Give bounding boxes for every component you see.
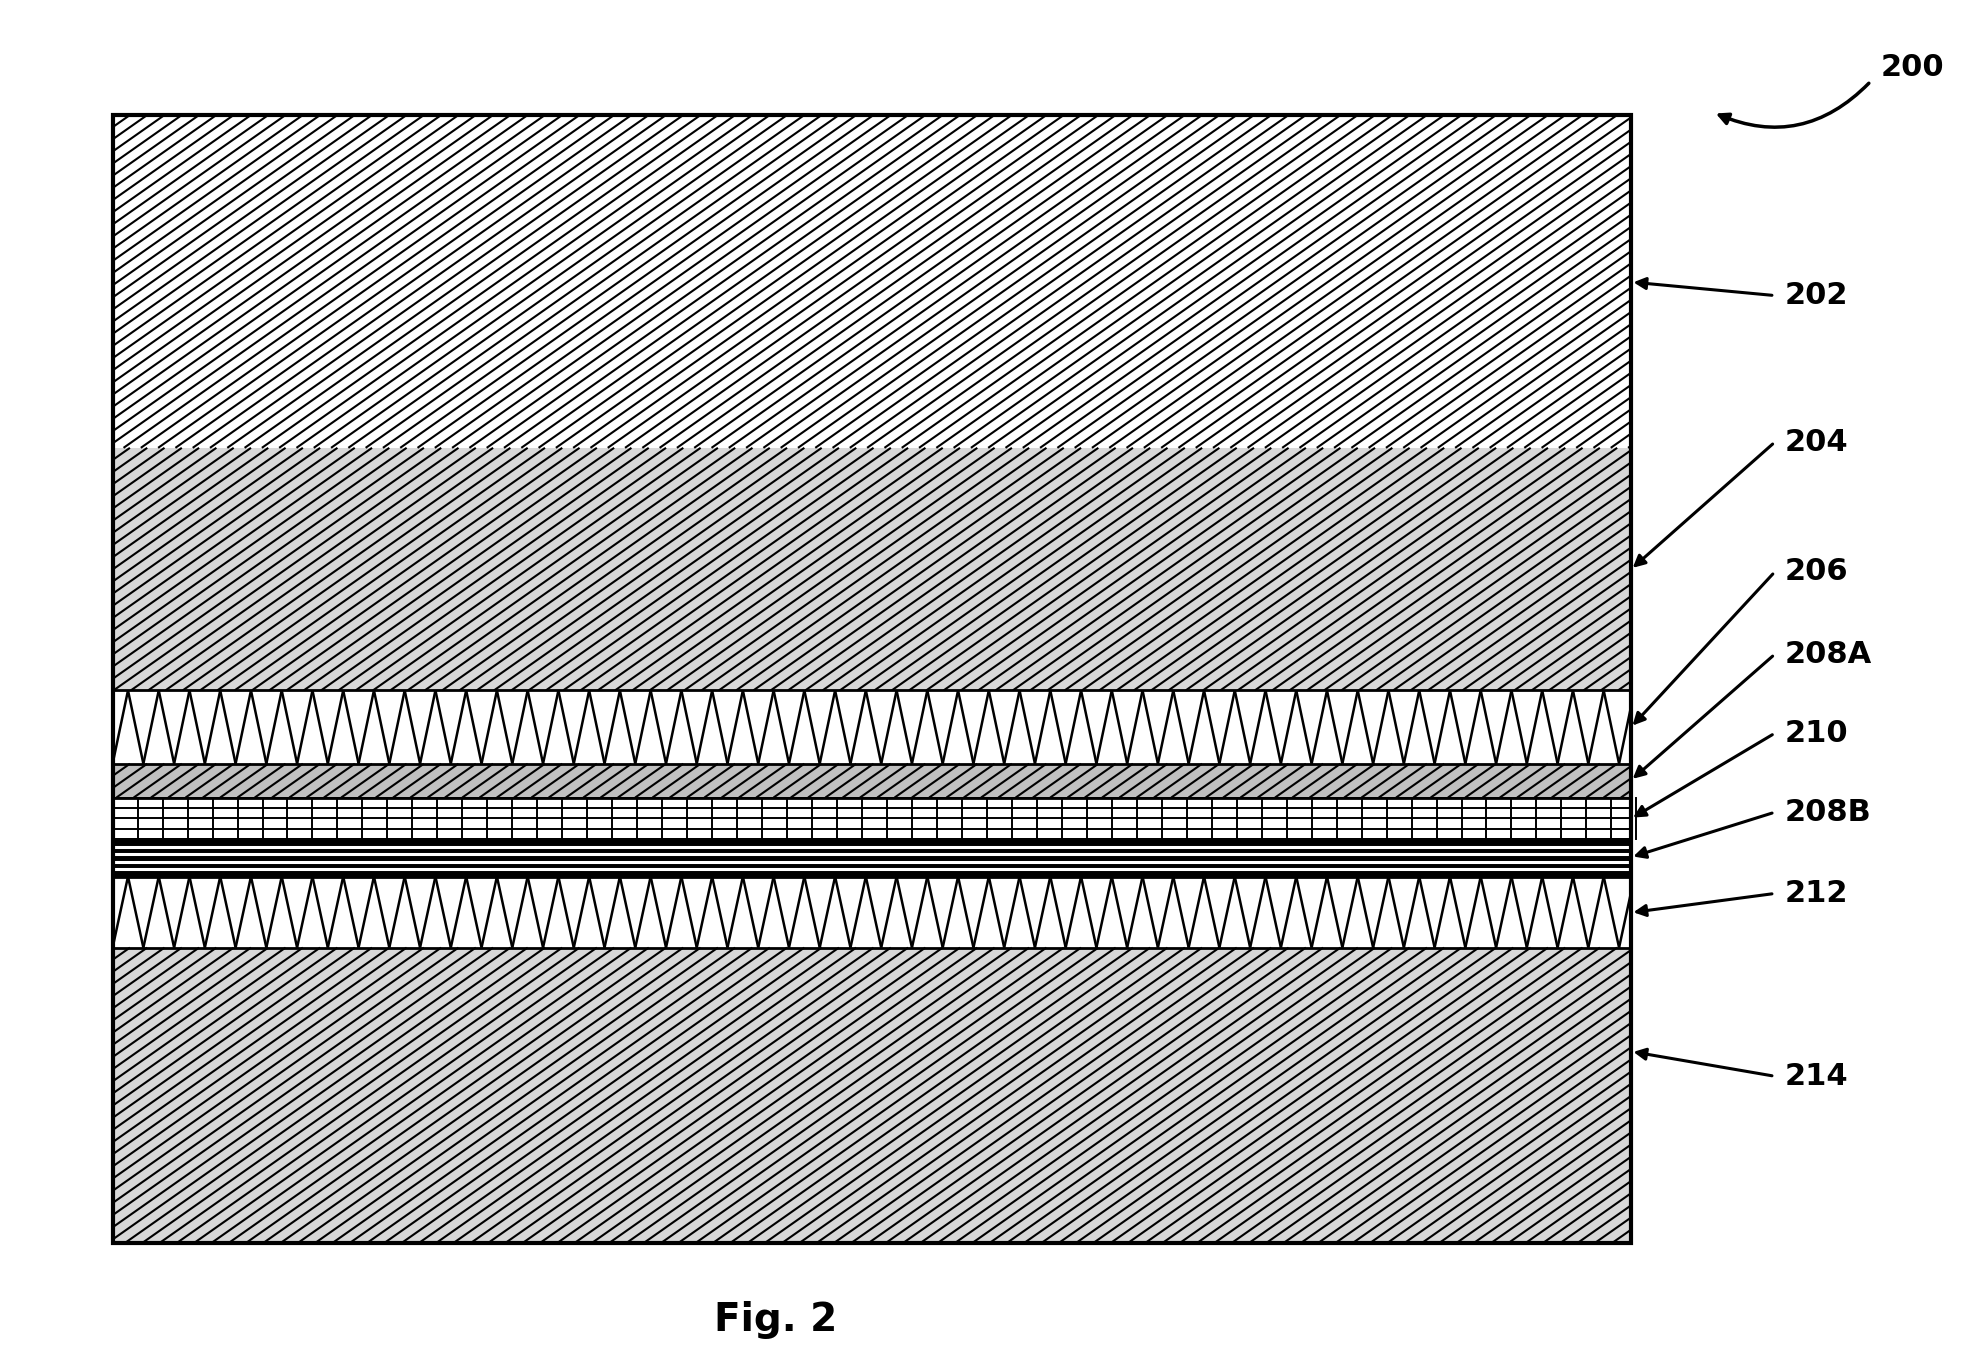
Text: 202: 202 <box>1785 281 1847 310</box>
Bar <box>112 876 1632 947</box>
Text: 212: 212 <box>1785 879 1847 908</box>
Bar <box>112 839 1632 876</box>
Text: 204: 204 <box>1785 427 1847 457</box>
Bar <box>112 691 1632 764</box>
Bar <box>112 448 1632 691</box>
Bar <box>112 115 1632 448</box>
Bar <box>112 797 1632 839</box>
Bar <box>112 947 1632 1244</box>
FancyArrowPatch shape <box>1720 83 1869 127</box>
Bar <box>112 764 1632 797</box>
Text: 206: 206 <box>1785 557 1847 587</box>
Text: 208B: 208B <box>1785 797 1871 827</box>
Text: Fig. 2: Fig. 2 <box>714 1301 837 1339</box>
Text: 214: 214 <box>1785 1062 1847 1091</box>
Text: 208A: 208A <box>1785 640 1871 669</box>
Text: 200: 200 <box>1881 53 1943 82</box>
Text: 210: 210 <box>1785 719 1847 748</box>
Bar <box>112 115 1632 1244</box>
